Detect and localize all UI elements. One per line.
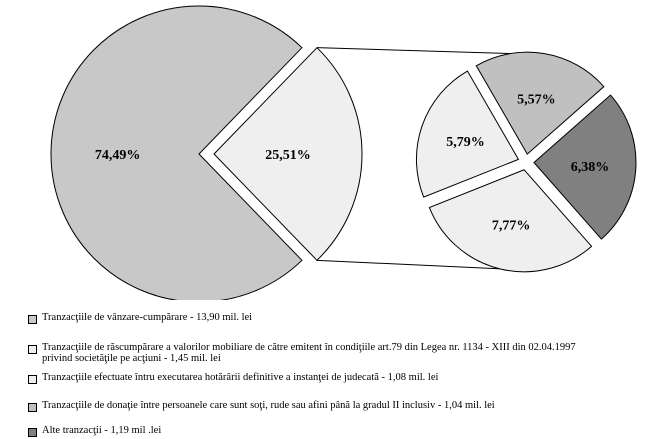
secondary-pie-slice-4 xyxy=(415,70,520,198)
legend-label-3: Tranzacţiile efectuate întru executarea … xyxy=(42,372,439,383)
secondary-pie-label-3: 7,77% xyxy=(492,218,531,233)
legend-swatch-1 xyxy=(28,315,37,324)
main-pie xyxy=(50,5,363,300)
legend-label-4: Tranzacţiile de donaţie între persoanele… xyxy=(42,400,495,411)
secondary-pie-label-2: 6,38% xyxy=(571,160,610,175)
pie-of-pie-chart: 74,49% 25,51% 5,57% 6,38% 7,77% 5,79% xyxy=(50,5,637,300)
legend-item-5: Alte tranzacţii - 1,19 mil .lei xyxy=(28,425,161,437)
legend-item-1: Tranzacţiile de vânzare-cumpărare - 13,9… xyxy=(28,312,252,324)
main-pie-label-2: 25,51% xyxy=(265,148,311,163)
legend-swatch-2 xyxy=(28,345,37,354)
legend-label-2: Tranzacţiile de răscumpărare a valorilor… xyxy=(42,342,576,364)
secondary-pie-slice-2 xyxy=(533,94,637,240)
legend-label-1: Tranzacţiile de vânzare-cumpărare - 13,9… xyxy=(42,312,253,323)
connector-lines xyxy=(316,47,527,271)
data-labels: 74,49% 25,51% 5,57% 6,38% 7,77% 5,79% xyxy=(95,93,609,234)
secondary-pie-slice-1 xyxy=(475,51,605,155)
legend-item-3: Tranzacţiile efectuate întru executarea … xyxy=(28,372,438,384)
main-pie-slice-2 xyxy=(213,46,363,262)
legend-item-2: Tranzacţiile de răscumpărare a valorilor… xyxy=(28,342,576,364)
secondary-pie-label-4: 5,79% xyxy=(446,135,485,150)
legend-swatch-3 xyxy=(28,375,37,384)
legend-swatch-5 xyxy=(28,428,37,437)
main-pie-slice-1 xyxy=(50,5,303,300)
legend-item-4: Tranzacţiile de donaţie între persoanele… xyxy=(28,400,495,412)
secondary-pie-slice-3 xyxy=(428,169,593,273)
secondary-pie xyxy=(415,51,637,273)
connector-line-bottom xyxy=(316,259,527,271)
legend-swatch-4 xyxy=(28,403,37,412)
legend-label-5: Alte tranzacţii - 1,19 mil .lei xyxy=(42,425,162,436)
main-pie-label-1: 74,49% xyxy=(95,148,141,163)
secondary-pie-label-1: 5,57% xyxy=(517,93,556,108)
connector-line-top xyxy=(316,47,527,55)
